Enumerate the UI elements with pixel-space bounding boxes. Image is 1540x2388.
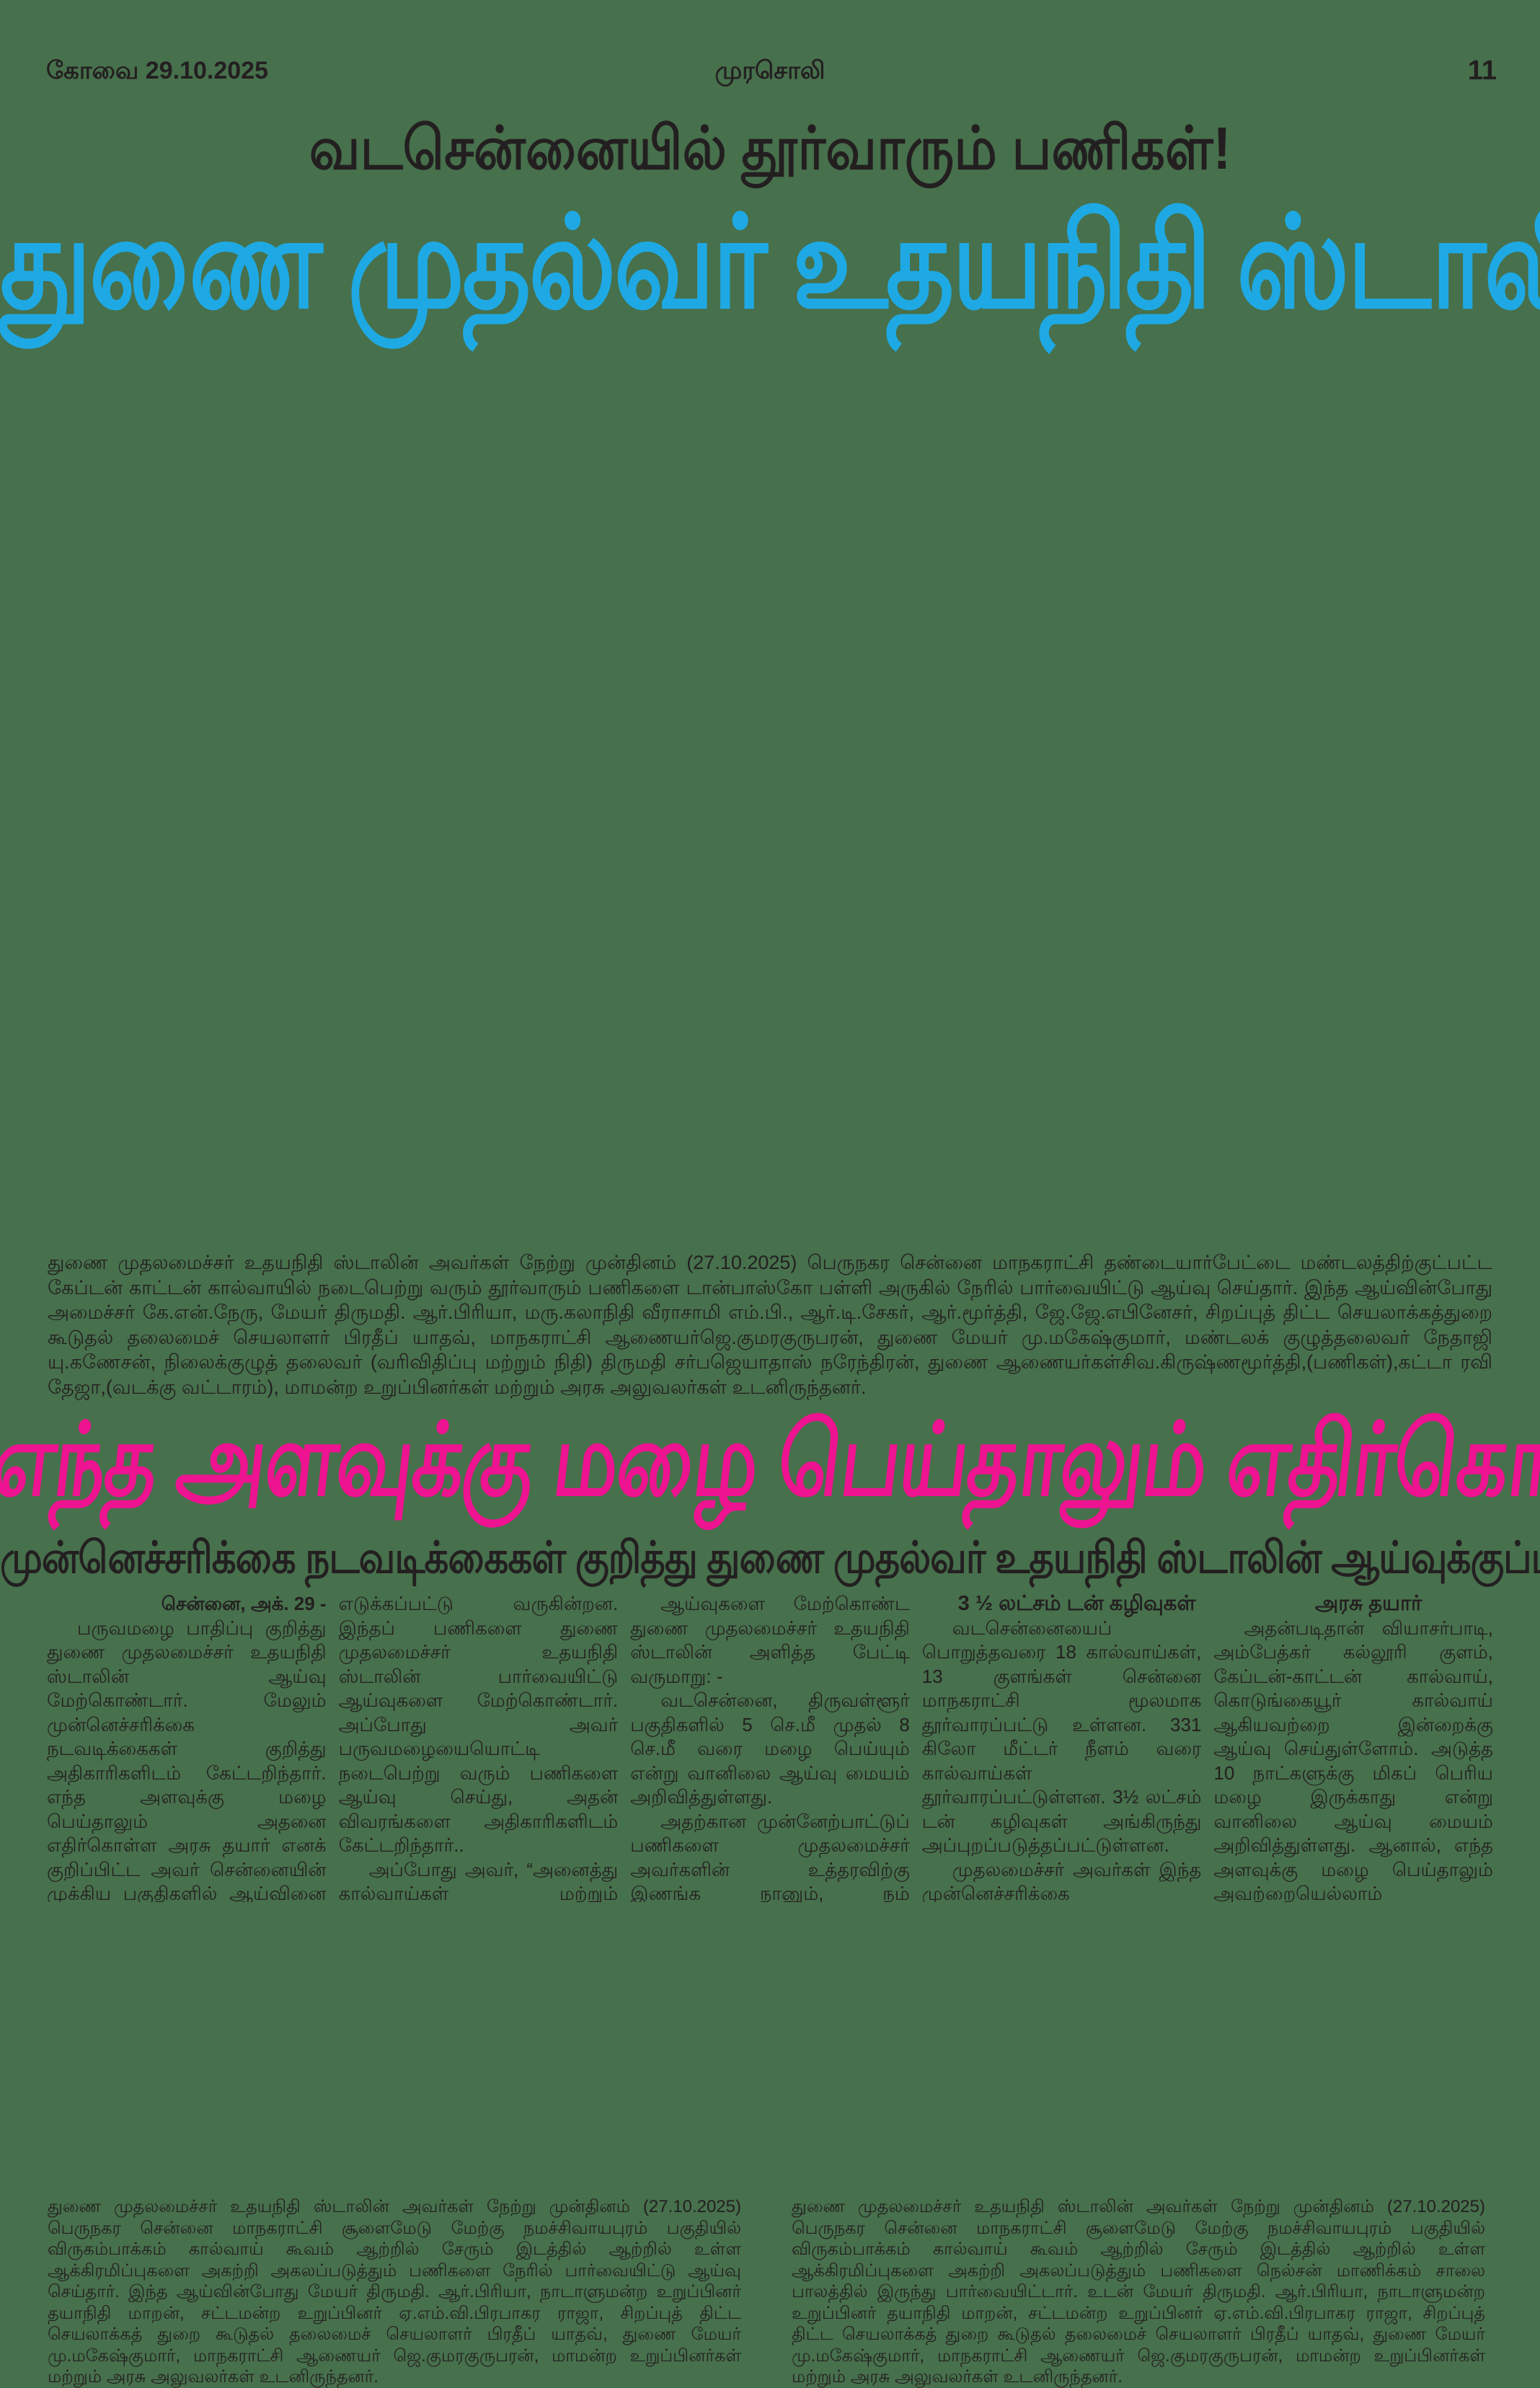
paragraph: முதலமைச்சர் அவர்கள் இந்த முன்னெச்சரிக்கை… xyxy=(921,1858,1202,1903)
column-heading: அரசு தயார் xyxy=(1315,1592,1422,1615)
paragraph: வடசென்னையைப் பொறுத்தவரை 18 கால்வாய்கள், … xyxy=(921,1617,1202,1857)
edition-date: கோவை 29.10.2025 xyxy=(46,57,268,84)
paragraph: அதற்கான முன்னேற்பாட்டுப் பணிகளை முதலமைச்… xyxy=(630,1810,910,1903)
photo-caption-bottom-left: துணை முதலமைச்சர் உதயநிதி ஸ்டாலின் அவர்கள… xyxy=(48,2197,741,2387)
photo-caption-top: துணை முதலமைச்சர் உதயநிதி ஸ்டாலின் அவர்கள… xyxy=(48,1252,1492,1398)
rain-headline: எந்த அளவுக்கு மழை பெய்தாலும் எதிர்கொள்ள … xyxy=(0,1403,1540,1516)
paper-title: முரசொலி xyxy=(714,57,826,84)
paragraph: அதன்படிதான் வியாசர்பாடி, அம்பேத்கர் கல்ல… xyxy=(1213,1617,1493,1903)
paragraph: அப்போது அவர், “அனைத்து கால்வாய்கள் மற்று… xyxy=(338,1858,619,1903)
dateline: சென்னை, அக். 29 - xyxy=(161,1593,327,1614)
kicker-headline: வடசென்னையில் தூர்வாரும் பணிகள்! xyxy=(309,115,1231,182)
column-heading: 3 ½ லட்சம் டன் கழிவுகள் xyxy=(957,1592,1196,1615)
paragraph: வடசென்னை, திருவள்ளூர் பகுதிகளில் 5 செ.மீ… xyxy=(630,1689,910,1808)
paragraph: ஆய்வுகளை மேற்கொண்ட துணை முதலமைச்சர் உதயந… xyxy=(630,1593,910,1687)
article-column-4: 3 ½ லட்சம் டன் கழிவுகள் வடசென்னையைப் பொற… xyxy=(922,1592,1202,1902)
article-column-1: சென்னை, அக். 29 - பருவமழை பாதிப்பு குறித… xyxy=(47,1592,327,1902)
article-column-5: அரசு தயார் அதன்படிதான் வியாசர்பாடி, அம்ப… xyxy=(1213,1592,1493,1902)
photo-caption-bottom-right: துணை முதலமைச்சர் உதயநிதி ஸ்டாலின் அவர்கள… xyxy=(792,2197,1486,2387)
page-number: 11 xyxy=(1467,56,1497,86)
article-body: சென்னை, அக். 29 - பருவமழை பாதிப்பு குறித… xyxy=(47,1592,1493,1902)
paragraph: எடுக்கப்பட்டு வருகின்றன. இந்தப் பணிகளை த… xyxy=(338,1593,619,1856)
masthead: கோவை 29.10.2025 முரசொலி 11 xyxy=(0,55,1540,87)
photo-area xyxy=(46,339,1494,1233)
article-column-3: ஆய்வுகளை மேற்கொண்ட துணை முதலமைச்சர் உதயந… xyxy=(630,1592,910,1902)
main-headline: துணை முதல்வர் உதயநிதி ஸ்டாலின் ஆய்வு! xyxy=(0,190,1540,335)
sub-headline: முன்னெச்சரிக்கை நடவடிக்கைகள் குறித்து து… xyxy=(0,1534,1540,1583)
paragraph: பருவமழை பாதிப்பு குறித்து துணை முதலமைச்ச… xyxy=(47,1617,327,1903)
article-column-2: எடுக்கப்பட்டு வருகின்றன. இந்தப் பணிகளை த… xyxy=(339,1592,619,1902)
